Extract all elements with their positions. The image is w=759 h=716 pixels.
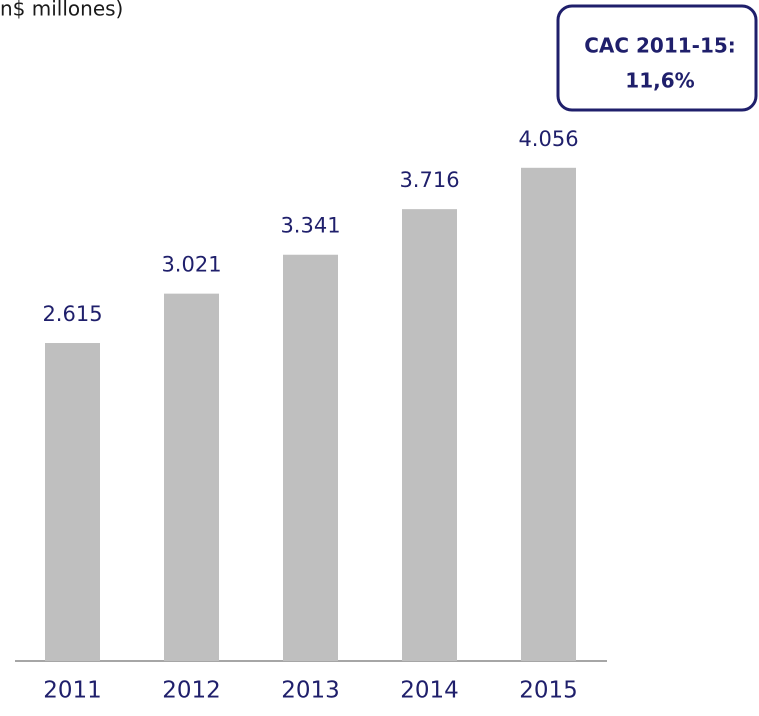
bar (164, 293, 219, 661)
data-label: 4.056 (518, 127, 578, 151)
data-label: 2.615 (42, 302, 102, 326)
data-label: 3.341 (280, 214, 340, 238)
x-tick-label: 2015 (519, 678, 578, 704)
bar (521, 167, 576, 661)
annotation: CAC 2011-15: (584, 34, 736, 58)
x-tick-label: 2012 (162, 678, 221, 704)
bar (402, 209, 457, 661)
data-label: 3.716 (399, 168, 459, 192)
annotation-box (556, 4, 758, 112)
x-tick-label: 2014 (400, 678, 459, 704)
bar (283, 254, 338, 661)
chart-title: n$ millones) (0, 0, 123, 21)
x-tick-label: 2011 (43, 678, 102, 704)
annotation: 11,6% (625, 69, 694, 93)
data-label: 3.021 (161, 253, 221, 277)
bar (45, 343, 100, 661)
x-tick-label: 2013 (281, 678, 340, 704)
